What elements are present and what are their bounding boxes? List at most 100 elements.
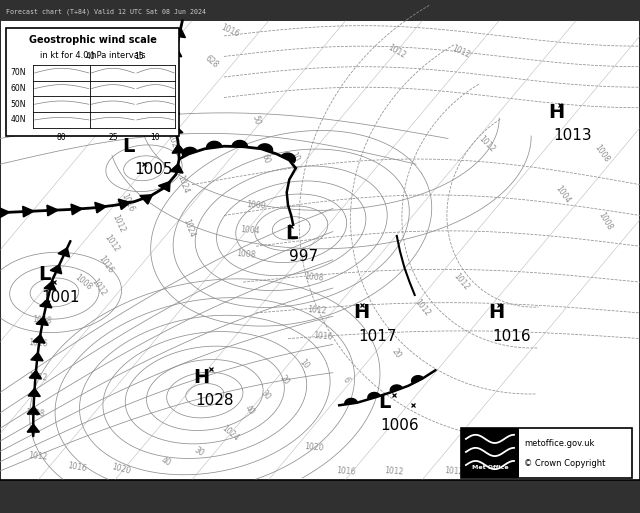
- Text: 1012: 1012: [103, 233, 121, 254]
- Text: Geostrophic wind scale: Geostrophic wind scale: [29, 35, 157, 45]
- Text: 1016: 1016: [493, 328, 531, 344]
- Text: 1028: 1028: [195, 392, 234, 408]
- Text: 628: 628: [203, 53, 220, 70]
- Text: 50N: 50N: [10, 100, 26, 109]
- Text: 1012: 1012: [450, 43, 472, 60]
- Text: 10: 10: [298, 358, 310, 371]
- Text: © Crown Copyright: © Crown Copyright: [524, 459, 605, 467]
- Text: 1000: 1000: [246, 200, 266, 210]
- Text: 1020: 1020: [303, 442, 324, 452]
- Text: L: L: [378, 393, 390, 412]
- Text: 6: 6: [340, 375, 351, 384]
- Polygon shape: [22, 206, 34, 217]
- Text: H: H: [353, 303, 370, 323]
- FancyBboxPatch shape: [0, 18, 640, 480]
- Text: 1016: 1016: [313, 331, 333, 341]
- Text: L: L: [38, 265, 51, 284]
- Text: Met Office: Met Office: [472, 465, 508, 469]
- Polygon shape: [258, 144, 273, 152]
- Text: 1016: 1016: [220, 23, 241, 39]
- Text: 1004: 1004: [554, 184, 572, 206]
- Polygon shape: [47, 205, 58, 216]
- Text: 1020: 1020: [111, 463, 132, 476]
- Text: 1012: 1012: [29, 372, 48, 382]
- Text: L: L: [285, 224, 298, 243]
- Text: 1012: 1012: [29, 451, 48, 462]
- Text: 1008: 1008: [236, 249, 257, 259]
- Text: 1012: 1012: [387, 43, 407, 60]
- Text: 10: 10: [150, 133, 160, 142]
- Text: 50: 50: [250, 115, 262, 126]
- Text: H: H: [488, 303, 504, 323]
- Text: H: H: [548, 103, 565, 123]
- Text: 60N: 60N: [10, 84, 26, 93]
- Text: 1024: 1024: [175, 174, 190, 195]
- Text: 1020: 1020: [165, 133, 180, 154]
- Text: 1008: 1008: [25, 408, 45, 418]
- Text: 1024: 1024: [220, 424, 241, 443]
- Text: 1012: 1012: [307, 305, 326, 315]
- Text: H: H: [193, 367, 210, 387]
- Text: 1005: 1005: [134, 162, 173, 177]
- Polygon shape: [170, 125, 183, 134]
- Polygon shape: [368, 392, 380, 400]
- Text: 1012: 1012: [496, 466, 515, 476]
- Text: metoffice.gov.uk: metoffice.gov.uk: [524, 440, 595, 448]
- Text: 20: 20: [278, 373, 291, 386]
- Text: 1012: 1012: [110, 212, 127, 234]
- Polygon shape: [36, 317, 48, 325]
- FancyBboxPatch shape: [6, 28, 179, 136]
- Polygon shape: [58, 248, 70, 257]
- Text: 1012: 1012: [384, 466, 403, 476]
- Text: 15: 15: [134, 52, 143, 61]
- Text: 40: 40: [85, 52, 95, 61]
- Text: 40: 40: [160, 456, 173, 468]
- Text: 1016: 1016: [120, 192, 136, 213]
- Text: L: L: [122, 136, 134, 156]
- Text: 40N: 40N: [10, 115, 26, 125]
- Text: 997: 997: [289, 249, 319, 264]
- Polygon shape: [27, 424, 40, 432]
- Polygon shape: [345, 399, 358, 404]
- Text: 80: 80: [57, 133, 67, 142]
- Text: 1016: 1016: [97, 254, 115, 274]
- Polygon shape: [29, 370, 42, 379]
- Polygon shape: [232, 141, 248, 147]
- Polygon shape: [31, 352, 43, 361]
- Text: 25: 25: [108, 133, 118, 142]
- Text: 30: 30: [192, 445, 205, 458]
- Polygon shape: [159, 182, 170, 192]
- Text: 40: 40: [243, 404, 256, 417]
- Text: 1008: 1008: [593, 144, 611, 164]
- Text: 1012: 1012: [476, 134, 497, 153]
- Text: 30: 30: [259, 388, 272, 402]
- Text: 1012: 1012: [445, 466, 464, 476]
- Polygon shape: [166, 67, 179, 76]
- Polygon shape: [172, 28, 186, 37]
- Polygon shape: [168, 47, 182, 57]
- Polygon shape: [71, 204, 83, 215]
- Polygon shape: [170, 164, 183, 173]
- Text: 1001: 1001: [42, 290, 80, 305]
- FancyBboxPatch shape: [461, 428, 632, 478]
- Polygon shape: [281, 153, 295, 163]
- Text: 1012: 1012: [451, 272, 470, 292]
- Polygon shape: [390, 385, 403, 392]
- Polygon shape: [118, 199, 131, 209]
- Polygon shape: [207, 142, 222, 148]
- Text: in kt for 4.0 hPa intervals: in kt for 4.0 hPa intervals: [40, 51, 146, 60]
- Text: 1024: 1024: [181, 218, 196, 239]
- Text: 1008: 1008: [31, 315, 52, 326]
- Text: 1006: 1006: [381, 418, 419, 433]
- Text: 1004: 1004: [239, 226, 260, 236]
- Polygon shape: [140, 195, 152, 204]
- Polygon shape: [165, 86, 178, 95]
- Polygon shape: [28, 388, 40, 397]
- Polygon shape: [166, 106, 180, 115]
- FancyBboxPatch shape: [0, 0, 640, 21]
- Text: 1016: 1016: [335, 466, 356, 476]
- Text: 1012: 1012: [90, 277, 108, 298]
- Polygon shape: [172, 144, 186, 153]
- Text: 1008: 1008: [73, 272, 93, 292]
- Polygon shape: [44, 282, 56, 290]
